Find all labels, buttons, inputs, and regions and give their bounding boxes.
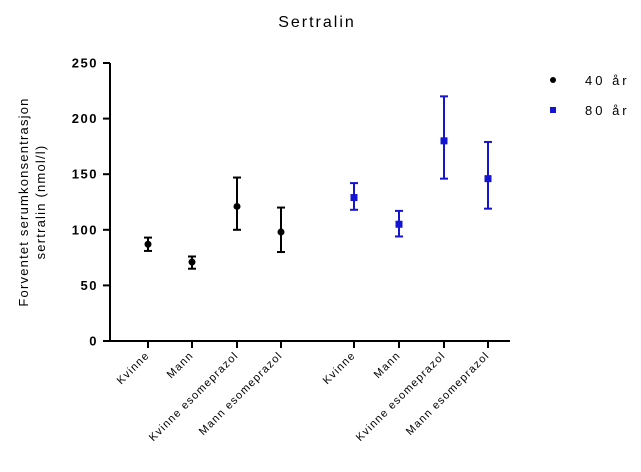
x-tick-label: Kvinne esomeprazol <box>147 350 241 444</box>
data-point <box>440 137 448 145</box>
y-axis-label: Forventet serumkonsentrasjon sertralin (… <box>16 97 48 306</box>
legend-marker <box>550 107 556 113</box>
y-tick-label: 100 <box>72 222 98 237</box>
data-point <box>188 258 196 266</box>
y-axis-label-line-2: sertralin (nmol/l) <box>33 145 48 260</box>
data-point <box>277 228 285 236</box>
data-point <box>144 240 152 248</box>
data-point <box>395 220 403 228</box>
y-tick-label: 50 <box>81 278 98 293</box>
x-tick-label: Mann <box>165 350 196 381</box>
x-tick-label: Kvinne <box>321 350 358 387</box>
legend-label: 80 år <box>585 103 630 118</box>
x-tick-label: Kvinne <box>115 350 152 387</box>
legend-marker <box>550 77 556 83</box>
x-tick-label: Mann esomeprazol <box>404 350 492 438</box>
y-axis: 0 50 100 150 200 250 <box>72 56 111 349</box>
legend: 40 år 80 år <box>550 73 630 118</box>
chart-title: Sertralin <box>278 14 356 31</box>
x-tick-label: Kvinne esomeprazol <box>354 350 448 444</box>
legend-label: 40 år <box>585 73 630 88</box>
x-tick-label: Mann esomeprazol <box>197 350 285 438</box>
data-point <box>484 175 492 183</box>
data-points <box>144 95 492 270</box>
y-tick-label: 0 <box>89 334 98 349</box>
x-tick-label: Mann <box>372 350 403 381</box>
y-tick-label: 200 <box>72 111 98 126</box>
y-axis-label-line-1: Forventet serumkonsentrasjon <box>16 97 31 306</box>
y-tick-label: 250 <box>72 56 98 71</box>
data-point <box>350 194 358 202</box>
y-tick-label: 150 <box>72 167 98 182</box>
data-point <box>233 202 241 210</box>
